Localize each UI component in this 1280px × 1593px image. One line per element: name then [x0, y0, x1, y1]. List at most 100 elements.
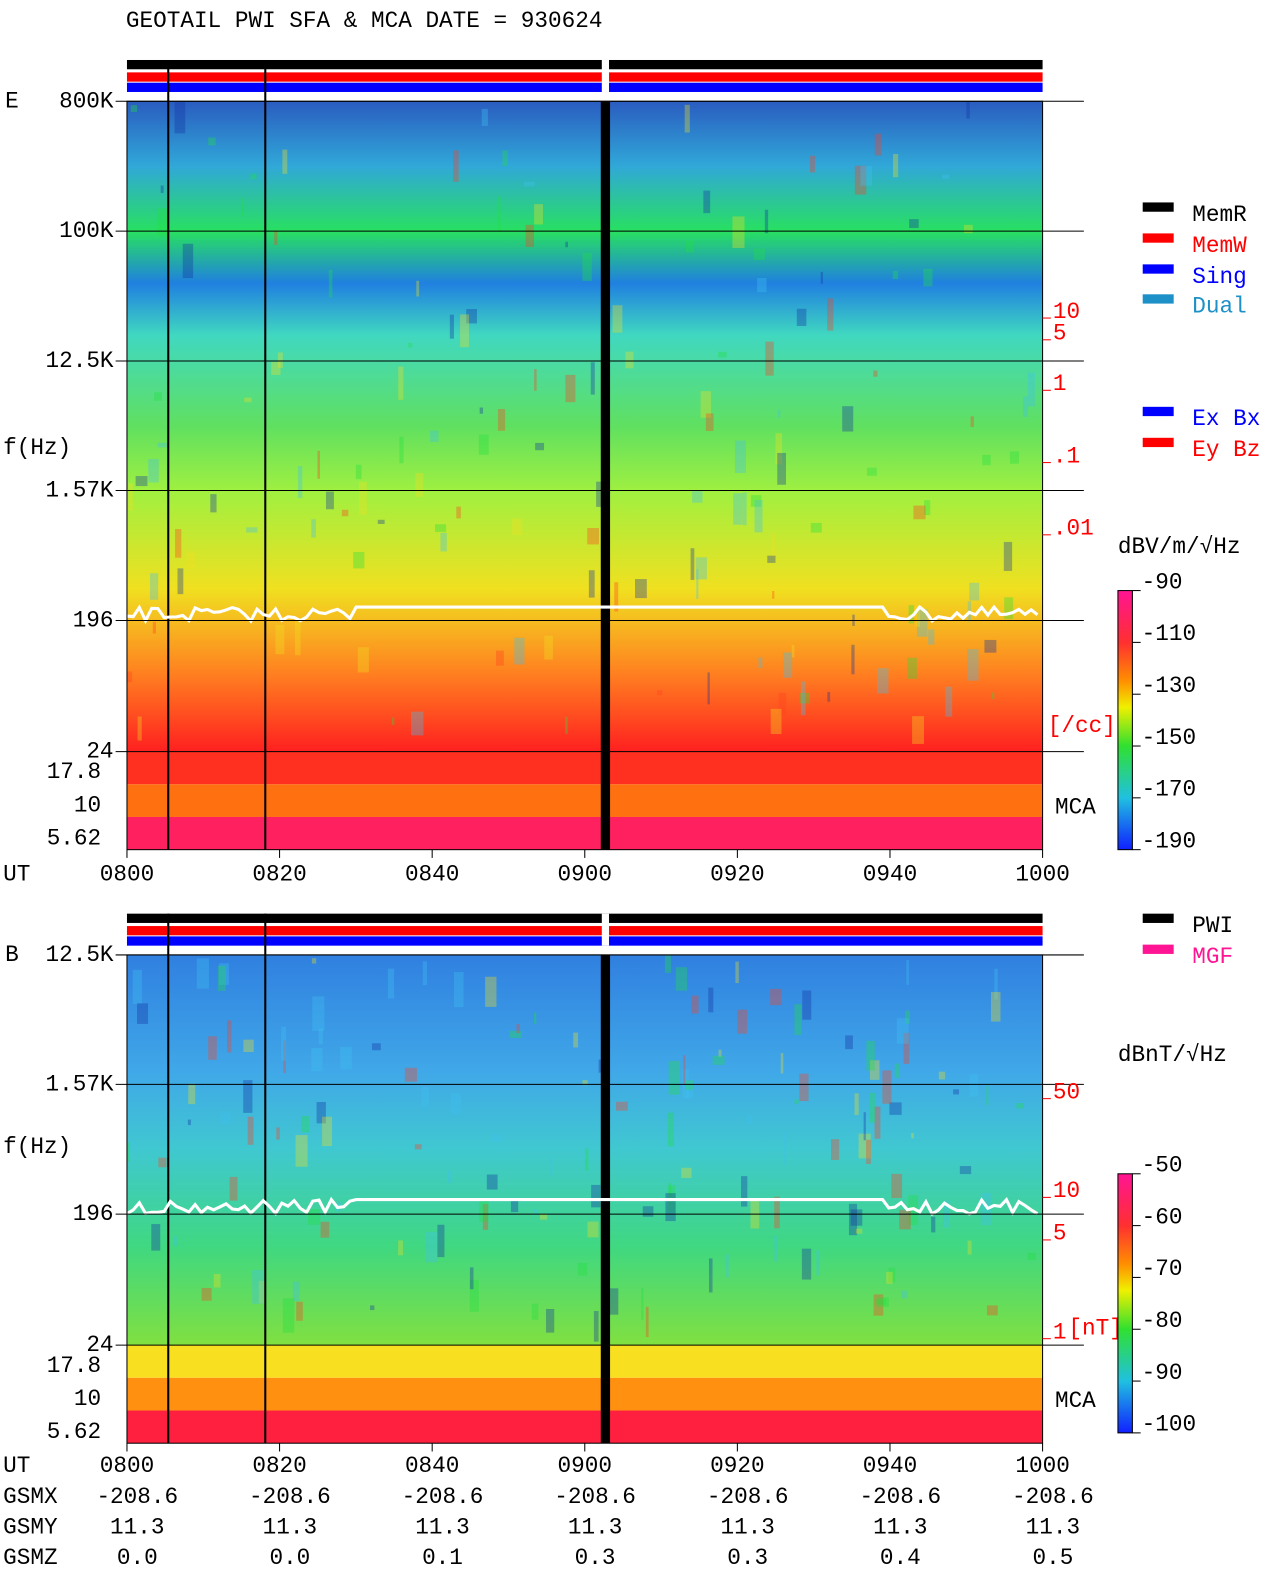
spectrogram-texture [733, 493, 743, 525]
spectrogram-texture [718, 1049, 722, 1057]
colorbar-tick-label: -100 [1142, 1412, 1196, 1438]
spectrogram-texture [447, 1170, 452, 1184]
spectrogram-texture [188, 1083, 196, 1105]
spectrogram-texture [915, 605, 921, 627]
orbit-value: 11.3 [873, 1514, 927, 1540]
spectrogram-texture [753, 248, 765, 261]
spectrogram-texture [700, 391, 712, 418]
spectrogram-texture [544, 635, 553, 660]
orbit-value: 11.3 [720, 1514, 774, 1540]
spectrogram-texture [213, 1274, 221, 1288]
x-tick-label: 1000 [1015, 1453, 1069, 1479]
spectrogram-texture [157, 442, 170, 448]
spectrogram-texture [820, 271, 823, 284]
status-bar [126, 72, 1043, 82]
legend-label: Ex Bx [1192, 406, 1260, 432]
colorbar-tick-label: -90 [1142, 569, 1183, 595]
status-gap [601, 59, 610, 92]
spectrogram-texture [990, 991, 1001, 1022]
spectrogram-texture [964, 224, 973, 234]
y-tick-label: 12.5K [45, 348, 113, 374]
spectrogram-texture [275, 624, 285, 655]
y-tick-label: 800K [59, 88, 114, 114]
spectrogram-texture [907, 657, 917, 679]
spectrogram-texture [645, 1306, 649, 1338]
spectrogram-texture [685, 1080, 694, 1090]
spectrogram-texture [325, 491, 334, 510]
spectrogram-texture [196, 958, 209, 989]
spectrogram-texture [778, 692, 787, 716]
spectrogram-texture [873, 1294, 884, 1316]
spectrogram-texture [359, 481, 367, 515]
spectrogram-texture [128, 483, 133, 511]
spectrogram-texture [866, 1139, 871, 1165]
orbit-value: 0.0 [269, 1545, 310, 1571]
spectrogram-texture [469, 1267, 474, 1290]
spectrogram-texture [966, 102, 970, 119]
spectrogram-texture [312, 996, 325, 1031]
spectrogram-texture [243, 1039, 254, 1052]
mca-label: MCA [1055, 794, 1096, 820]
spectrogram-texture [799, 692, 810, 704]
spectrogram-texture [587, 1221, 599, 1238]
spectrogram-texture [587, 528, 599, 545]
spectrogram-texture [399, 436, 404, 464]
spectrogram-texture [635, 579, 647, 599]
spectrogram-texture [371, 1043, 381, 1051]
spectrogram-texture [276, 1127, 280, 1140]
spectrogram-texture [311, 958, 317, 964]
spectrogram-texture [317, 450, 321, 479]
spectrogram-texture [616, 1101, 628, 1111]
spectrogram-texture [148, 458, 159, 483]
y-tick-label: 196 [73, 1201, 114, 1227]
spectrogram-texture [582, 252, 592, 281]
spectrogram-texture [777, 452, 786, 485]
colorbar-label: dBV/m/√Hz [1118, 534, 1241, 560]
data-gap [600, 101, 611, 850]
colorbar-tick-label: -130 [1142, 673, 1196, 699]
colorbar-tick-label: -50 [1142, 1153, 1183, 1179]
legend-label: Sing [1192, 264, 1246, 290]
spectrogram [126, 954, 1043, 1346]
spectrogram-texture [625, 351, 634, 369]
spectrogram-texture [772, 591, 775, 599]
spectrogram-texture [695, 557, 707, 580]
spectrogram-texture [675, 967, 688, 991]
spectrogram-texture [876, 668, 889, 694]
spectrogram-texture [796, 308, 807, 326]
spectrogram-texture [683, 1055, 686, 1085]
spectrogram-texture [535, 442, 545, 451]
spectrogram-texture [453, 150, 459, 182]
y2-tick-label: 5 [1053, 1221, 1067, 1247]
spectrogram-texture [408, 343, 413, 348]
spectrogram-texture [696, 569, 699, 599]
spectrogram-texture [524, 181, 535, 187]
mca-channel-label: 10 [74, 1386, 101, 1412]
y2-tick-label: .01 [1053, 516, 1094, 542]
spectrogram-texture [665, 1193, 676, 1222]
spectrogram-texture [565, 241, 568, 248]
spectrogram-texture [735, 961, 739, 984]
spectrogram-texture [667, 1112, 675, 1147]
spectrogram-texture [391, 717, 395, 725]
spectrogram-texture [827, 298, 834, 331]
spectrogram-texture [565, 716, 568, 734]
spectrogram-texture [177, 568, 184, 595]
x-tick-label: 0900 [558, 1453, 612, 1479]
spectrogram-texture [341, 509, 349, 517]
spectrogram-texture [437, 1224, 445, 1258]
orbit-value: 11.3 [263, 1514, 317, 1540]
spectrogram-texture [668, 1060, 681, 1095]
spectrogram-texture [882, 1070, 892, 1104]
orbit-value: 11.3 [415, 1514, 469, 1540]
spectrogram-texture [928, 629, 935, 645]
spectrogram-texture [593, 1310, 599, 1342]
spectrogram-texture [502, 150, 508, 167]
x-tick-label: 0800 [100, 1453, 154, 1479]
spectrogram-texture [850, 1209, 863, 1226]
spectrogram-texture [246, 527, 258, 533]
spectrogram-texture [734, 440, 746, 473]
spectrogram-texture [485, 976, 497, 1007]
